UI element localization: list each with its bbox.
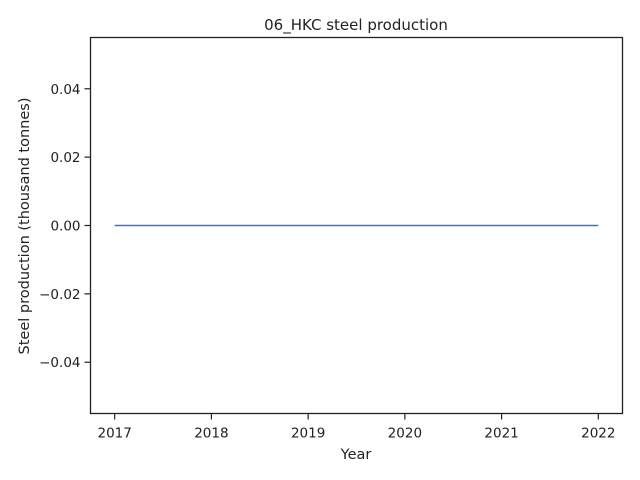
y-tick-label: 0.02 — [50, 150, 80, 166]
x-tick-label: 2021 — [484, 426, 518, 442]
y-tick-label: 0.04 — [50, 82, 80, 98]
chart-title: 06_HKC steel production — [264, 16, 448, 35]
y-tick-label: −0.04 — [39, 355, 80, 371]
y-tick-label: −0.02 — [39, 287, 80, 303]
x-tick-label: 2019 — [291, 426, 325, 442]
x-axis-label: Year — [340, 447, 372, 463]
x-tick-label: 2017 — [98, 426, 132, 442]
plot-frame — [89, 36, 624, 415]
x-tick-label: 2020 — [388, 426, 422, 442]
x-tick-label: 2018 — [194, 426, 228, 442]
y-tick-label: 0.00 — [50, 219, 80, 235]
y-axis-label: Steel production (thousand tonnes) — [17, 98, 33, 355]
x-tick-label: 2022 — [581, 426, 615, 442]
axis-ticks: 2017 2018 2019 2020 2021 2022 −0.04 −0.02 0.00 0.… — [39, 82, 615, 442]
